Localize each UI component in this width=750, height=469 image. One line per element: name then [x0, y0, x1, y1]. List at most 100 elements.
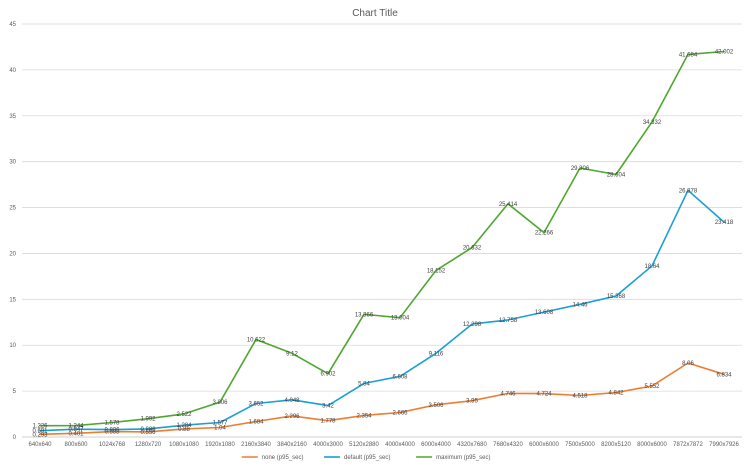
data-label: 22.266: [535, 231, 554, 237]
data-label: 12.758: [499, 318, 518, 324]
y-tick-label: 10: [9, 343, 16, 349]
series-line-0: [39, 362, 725, 436]
data-label: 2.666: [392, 411, 408, 417]
data-label: 18.152: [427, 268, 446, 274]
data-label: 13.608: [535, 310, 554, 316]
axes: 0 5 10 15 20 25 30 35 40 45 640x640 800x600 1024x768…: [9, 22, 742, 448]
x-tick-label: 6000x6000: [529, 442, 559, 448]
data-label: 0.88: [178, 427, 190, 433]
y-tick-label: 15: [9, 297, 16, 303]
data-label: 6.608: [392, 374, 408, 380]
x-tick-label: 8000x6000: [637, 442, 667, 448]
x-tick-label: 7872x7872: [673, 442, 703, 448]
y-tick-label: 20: [9, 251, 16, 257]
data-label: 9.12: [286, 351, 298, 357]
data-label: 3.806: [212, 400, 228, 406]
data-label: 1.577: [212, 421, 228, 427]
legend-label-2: maximum (p95_sec): [436, 455, 490, 461]
data-label: 2.354: [356, 413, 372, 419]
x-tick-label: 4000x3000: [313, 442, 343, 448]
data-label: 3.95: [466, 399, 478, 405]
x-tick-label: 1024x768: [99, 442, 126, 448]
data-label: 29.306: [571, 166, 590, 172]
y-tick-label: 35: [9, 114, 16, 120]
data-label: 0.806: [104, 428, 120, 434]
chart-title: Chart Title: [352, 8, 398, 19]
data-label: 28.604: [607, 172, 626, 178]
x-tick-label: 1920x1080: [205, 442, 235, 448]
data-label: 0.588: [104, 430, 120, 436]
data-label: 1.244: [68, 424, 84, 430]
data-label: 26.878: [679, 188, 698, 194]
data-labels: 0.293 0.401 0.588 0.556 0.88 1.04 1.684 2.296 1.…: [32, 50, 733, 439]
data-label: 0.556: [140, 430, 156, 436]
data-label: 1.284: [176, 423, 192, 429]
y-tick-label: 45: [9, 22, 16, 28]
x-tick-label: 5120x2880: [349, 442, 379, 448]
x-tick-label: 7680x4320: [493, 442, 523, 448]
data-label: 4.048: [284, 398, 300, 404]
x-tick-label: 7990x7926: [709, 442, 739, 448]
data-label: 0.691: [32, 429, 48, 435]
x-tick-label: 6000x4000: [421, 442, 451, 448]
data-label: 25.414: [499, 202, 518, 208]
gridlines: [22, 23, 742, 392]
x-tick-label: 2160x3840: [241, 442, 271, 448]
y-tick-label: 25: [9, 206, 16, 212]
data-label: 4.724: [536, 392, 552, 398]
data-label: 13.366: [355, 312, 374, 318]
data-label: 42.002: [715, 50, 734, 56]
data-label: 0.401: [68, 431, 84, 437]
data-label: 1.992: [140, 417, 156, 423]
data-label: 10.622: [247, 338, 266, 344]
data-label: 13.004: [391, 316, 410, 322]
y-tick-label: 40: [9, 68, 16, 74]
data-label: 6.902: [320, 372, 336, 378]
data-label: 1.226: [32, 424, 48, 430]
data-label: 18.64: [644, 264, 660, 270]
x-tick-label: 7500x5000: [565, 442, 595, 448]
y-tick-label: 0: [13, 435, 17, 441]
data-label: 15.368: [607, 294, 626, 300]
data-label: 0.886: [140, 427, 156, 433]
data-label: 1.04: [214, 425, 226, 431]
x-tick-label: 800x600: [64, 442, 88, 448]
data-label: 1.778: [320, 419, 336, 425]
data-label: 2.296: [284, 414, 300, 420]
x-tick-label: 640x640: [28, 442, 52, 448]
series-lines: [39, 50, 725, 436]
data-label: 3.652: [248, 401, 264, 407]
x-tick-label: 1280x720: [135, 442, 162, 448]
data-label: 41.684: [679, 52, 698, 58]
data-label: 9.116: [429, 351, 444, 357]
legend: none (p95_sec) default (p95_sec) maximum (…: [241, 455, 490, 461]
data-label: 4.746: [500, 391, 516, 397]
data-label: 1.684: [248, 420, 264, 426]
series-line-2: [39, 50, 725, 427]
data-label: 5.84: [358, 381, 370, 387]
data-label: 14.46: [572, 302, 588, 308]
data-label: 0.847: [68, 427, 84, 433]
data-label: 3.42: [322, 404, 334, 410]
y-tick-label: 5: [13, 389, 17, 395]
y-tick-label: 30: [9, 160, 16, 166]
data-label: 3.506: [428, 403, 444, 409]
x-tick-label: 1080x1080: [169, 442, 199, 448]
data-label: 4.842: [608, 391, 624, 397]
data-label: 23.418: [715, 220, 734, 226]
x-tick-label: 3840x2160: [277, 442, 307, 448]
data-label: 6.834: [716, 372, 732, 378]
x-tick-label: 8200x5120: [601, 442, 631, 448]
legend-label-0: none (p95_sec): [262, 455, 304, 461]
data-label: 8.06: [682, 361, 694, 367]
series-line-1: [39, 189, 725, 432]
data-label: 34.332: [643, 120, 662, 126]
legend-label-1: default (p95_sec): [344, 455, 390, 461]
x-tick-label: 4000x4000: [385, 442, 415, 448]
data-label: 4.518: [572, 394, 588, 400]
data-label: 2.522: [176, 412, 192, 418]
x-tick-label: 4320x7680: [457, 442, 487, 448]
data-label: 20.632: [463, 246, 482, 252]
